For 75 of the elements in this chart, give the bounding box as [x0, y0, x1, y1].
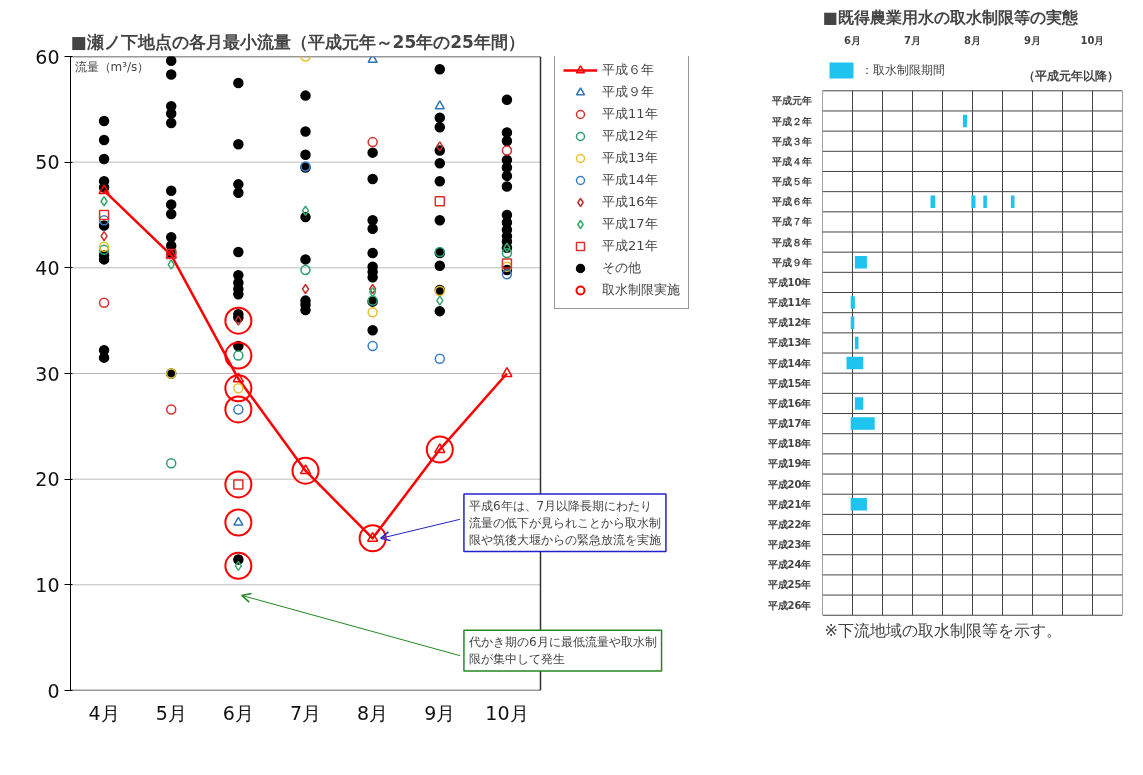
y-tick-label: 平成８年 [770, 236, 812, 248]
text: ※下流地域の取水制限等を示す。 [824, 621, 1062, 641]
legend-label: 平成13年 [602, 149, 658, 167]
legend-label: ：取水制限期間 [861, 61, 945, 79]
bar [962, 114, 968, 128]
x-tick-label: 8月 [357, 701, 389, 724]
y-tick-label: 平成16年 [766, 397, 812, 409]
y-tick-label: 平成20年 [766, 478, 812, 490]
bar [846, 356, 864, 370]
y-tick-label: 平成25年 [766, 579, 812, 591]
x-tick-label: 9月 [1024, 34, 1041, 46]
bar [850, 417, 875, 430]
bar [854, 255, 867, 269]
y-tick-label: 平成４年 [770, 155, 812, 167]
bar [1010, 195, 1015, 208]
y-tick-label: 平成６年 [770, 196, 812, 208]
y-tick-label: 平成15年 [766, 377, 812, 389]
y-tick-label: 平成22年 [766, 518, 812, 530]
y-tick-label: 平成10年 [766, 276, 812, 288]
bar [850, 296, 855, 309]
y-tick-label: 平成７年 [770, 216, 812, 228]
legend-label: 取水制限実施 [602, 281, 680, 299]
y-tick-label: 平成元年 [770, 95, 812, 107]
bar [983, 195, 987, 208]
y-tick-label: 平成23年 [766, 539, 812, 551]
x-tick-label: 9月 [424, 701, 456, 724]
y-tick-label: 平成17年 [766, 418, 812, 430]
chart-title: ■既得農業用水の取水制限等の実態 [822, 7, 1079, 27]
y-tick-label: 平成19年 [766, 458, 812, 470]
y-tick-label: 平成24年 [766, 559, 812, 571]
bar [854, 336, 859, 350]
legend-label: 平成６年 [602, 61, 654, 79]
legend-label: 平成９年 [602, 83, 654, 101]
x-tick-label: 5月 [155, 701, 187, 724]
y-tick-label: 平成26年 [766, 599, 812, 611]
x-tick-label: 10月 [1080, 34, 1105, 46]
legend-label: 平成16年 [602, 193, 658, 211]
x-tick-label: 7月 [904, 34, 921, 46]
y-tick-label: 平成２年 [770, 115, 812, 127]
y-tick-label: 平成11年 [766, 297, 812, 309]
legend-label: 平成21年 [602, 237, 658, 255]
y-tick-label: 平成５年 [770, 176, 812, 188]
x-tick-label: 7月 [289, 701, 322, 724]
annotation: 代かき期の6月に最低流量や取水制限が集中して発生 [467, 635, 657, 667]
y-tick-label: 平成13年 [766, 337, 812, 349]
y-tick-label: 平成３年 [770, 135, 812, 147]
legend-label: 平成17年 [602, 215, 658, 233]
bar [850, 498, 867, 511]
legend-label: その他 [602, 259, 641, 277]
annotation: 平成6年は、7月以降長期にわたり流量の低下が見られことから取水制限や筑後大堰からの緊急放流を実施 [468, 498, 661, 547]
y-tick-label: 30 [35, 362, 60, 385]
legend-label: 平成11年 [602, 105, 658, 123]
y-tick-label: 10 [35, 573, 60, 596]
x-tick-label: 6月 [222, 701, 254, 724]
bar [971, 195, 976, 208]
y-tick-label: 20 [35, 468, 60, 491]
y-tick-label: 40 [35, 256, 60, 279]
y-tick-label: 平成12年 [766, 317, 812, 329]
x-tick-label: 8月 [964, 34, 981, 46]
y-tick-label: 60 [35, 45, 60, 68]
y-tick-label: 50 [35, 151, 60, 174]
y-tick-label: 平成21年 [766, 498, 812, 510]
y-tick-label: 平成９年 [770, 256, 812, 268]
chart-subtitle: （平成元年以降） [1022, 68, 1119, 83]
y-tick-label: 0 [47, 679, 60, 702]
bar [854, 397, 864, 410]
legend-label: 平成12年 [602, 127, 658, 145]
y-tick-label: 平成18年 [766, 438, 812, 450]
chart-title: ■瀬ノ下地点の各月最小流量（平成元年～25年の25年間） [70, 31, 525, 52]
y-tick-label: 平成14年 [766, 357, 812, 369]
y-axis-title: 流量（m³/s） [74, 59, 150, 74]
x-tick-label: 6月 [844, 34, 861, 46]
x-tick-label: 10月 [485, 701, 529, 724]
legend-label: 平成14年 [602, 171, 658, 189]
x-tick-label: 4月 [88, 701, 120, 724]
